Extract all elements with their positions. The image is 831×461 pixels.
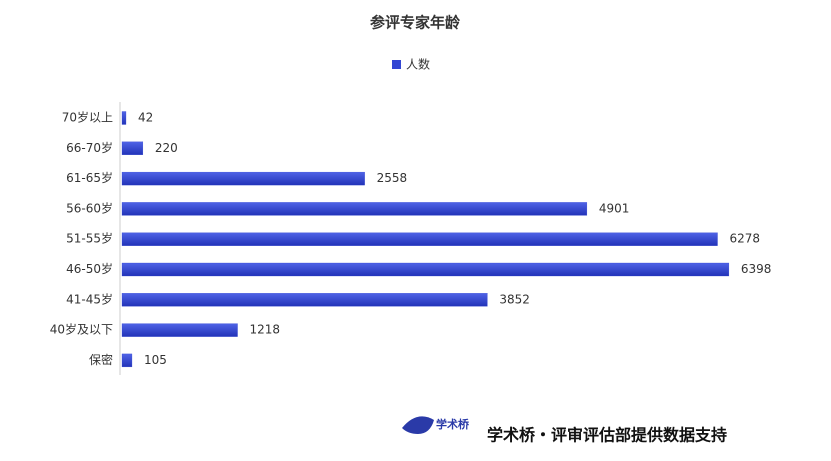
y-tick-label: 66-70岁 xyxy=(66,140,113,155)
bar xyxy=(121,293,488,307)
bar xyxy=(121,262,730,277)
value-label: 220 xyxy=(155,141,178,155)
chart-title: 参评专家年龄 xyxy=(370,14,461,32)
y-tick-label: 61-65岁 xyxy=(66,170,113,185)
bar xyxy=(121,232,718,246)
y-tick-label: 70岁以上 xyxy=(62,110,113,125)
value-label: 42 xyxy=(138,111,153,125)
logo-text: 学术桥 xyxy=(436,417,470,431)
y-tick-label: 51-55岁 xyxy=(66,231,113,246)
footer: 学术桥 学术桥・评审评估部提供数据支持 xyxy=(402,416,727,445)
footer-text: 学术桥・评审评估部提供数据支持 xyxy=(487,426,727,445)
bar xyxy=(121,353,133,368)
y-tick-label: 56-60岁 xyxy=(66,200,113,215)
y-tick-label: 41-45岁 xyxy=(66,291,113,306)
bar xyxy=(121,202,588,216)
bar xyxy=(121,323,238,337)
value-label: 4901 xyxy=(599,201,630,215)
y-tick-label: 保密 xyxy=(89,352,113,367)
value-label: 2558 xyxy=(377,171,408,185)
bar xyxy=(121,141,144,155)
bar xyxy=(121,111,127,125)
value-label: 6278 xyxy=(730,232,761,246)
y-tick-label: 46-50岁 xyxy=(66,261,113,276)
legend-label: 人数 xyxy=(406,57,430,72)
value-label: 1218 xyxy=(250,323,281,337)
logo-icon xyxy=(402,416,434,434)
legend-swatch xyxy=(392,60,401,69)
value-label: 6398 xyxy=(741,262,772,276)
y-tick-label: 40岁及以下 xyxy=(50,322,113,337)
bar xyxy=(121,171,365,186)
value-label: 3852 xyxy=(499,292,530,306)
value-label: 105 xyxy=(144,353,167,367)
